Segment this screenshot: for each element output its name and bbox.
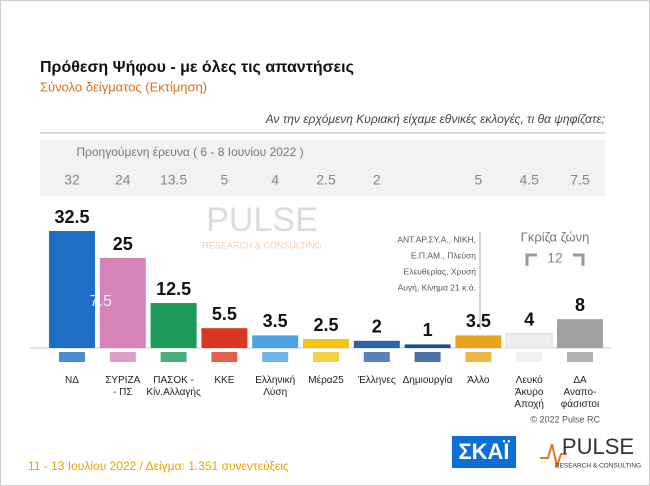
x-tick-label: Άλλο [467, 375, 490, 386]
x-tick-label: ΠΑΣΟΚ -Κίν.Αλλαγής [146, 375, 201, 398]
previous-label: Προηγούμενη έρευνα ( 6 - 8 Ιουνίου 2022 … [76, 145, 303, 159]
pulse-sub: RESEARCH & CONSULTING [555, 463, 641, 470]
previous-value: 2.5 [316, 172, 336, 188]
x-tick-label: Λευκό Άκυρο Αποχή [514, 374, 544, 410]
previous-value: 24 [115, 172, 131, 188]
previous-value: 4 [271, 172, 279, 188]
x-tick-line: ΚΚΕ [214, 375, 234, 386]
x-tick-line: Λύση [263, 386, 287, 398]
note-line-text: Αυγή, Κίνημα 21 κ.ά. [398, 282, 476, 292]
note-line-text: ΑΝΤ.ΑΡ.ΣΥ.Α., ΝΙΚΗ, [397, 234, 476, 244]
bar [404, 344, 451, 348]
party-logo [59, 352, 85, 362]
x-tick-line: ΠΑΣΟΚ - [153, 375, 194, 386]
gray-zone-bracket [525, 253, 585, 266]
previous-value: 4.5 [519, 172, 539, 188]
party-logo [363, 352, 390, 362]
x-tick-label: Έλληνες [357, 375, 396, 386]
value-label: 3.5 [263, 311, 288, 331]
x-tick-label: Μέρα25 [308, 374, 344, 386]
previous-value: 5 [475, 172, 483, 188]
x-tick-line: Δημιουργία [403, 374, 453, 386]
question: Αν την ερχόμενη Κυριακή είχαμε εθνικές ε… [265, 112, 605, 126]
previous-value: 2 [373, 172, 381, 188]
watermark-title: PULSE [206, 201, 318, 239]
x-tick-label: Δημιουργία [403, 374, 453, 386]
previous-value: 5 [221, 172, 229, 188]
party-logo [414, 352, 441, 362]
bar [49, 231, 95, 348]
x-tick-line: Αναπο- [564, 387, 597, 398]
bar [557, 319, 603, 348]
party-logo [262, 352, 289, 362]
bar [353, 340, 400, 348]
bar [252, 335, 299, 348]
footer: 11 - 13 Ιουλίου 2022 / Δείγμα: 1.351 συν… [28, 459, 289, 473]
previous-value: 32 [64, 172, 80, 188]
x-tick-line: Άλλο [467, 375, 490, 386]
value-label: 5.5 [212, 304, 237, 324]
party-logo [567, 352, 593, 362]
bar [99, 258, 146, 348]
chart-title: Πρόθεση Ψήφου - με όλες τις απαντήσεις [40, 59, 354, 76]
x-tick-line: Αποχή [514, 398, 544, 410]
copyright: © 2022 Pulse RC [530, 414, 600, 424]
value-label: 3.5 [466, 311, 491, 331]
other-note: ΑΝΤ.ΑΡ.ΣΥ.Α., ΝΙΚΗ, Ε.Π.ΑΜ., Πλεύση Ελευθε… [397, 234, 476, 292]
gray-zone-value: 12 [547, 250, 563, 266]
value-label: 2 [372, 317, 382, 337]
chart-subtitle: Σύνολο δείγματος (Εκτίμηση) [40, 79, 207, 94]
value-label: 8 [575, 295, 585, 315]
gray-zone-label: Γκρίζα ζώνη [521, 229, 590, 244]
party-logo [516, 352, 543, 362]
party-logo [160, 352, 187, 362]
previous-band [40, 140, 605, 196]
x-tick-line: - ΠΣ [113, 387, 133, 398]
x-tick-line: Λευκό [516, 374, 543, 386]
watermark: PULSE RESEARCH & CONSULTING [202, 201, 321, 250]
value-label: 25 [113, 234, 133, 254]
x-tick-line: Κίν.Αλλαγής [146, 386, 201, 398]
x-tick-line: Έλληνες [357, 375, 396, 386]
bar [150, 303, 197, 348]
bar [455, 335, 502, 348]
party-logo [313, 352, 339, 362]
skai-logo [452, 436, 516, 468]
x-tick-label: Ελληνική Λύση [255, 374, 295, 398]
x-tick-line: ΝΔ [65, 375, 79, 386]
pulse-icon [540, 443, 567, 470]
x-tick-label: ΔΑ Αναπο-φάσιστοι [561, 375, 599, 410]
value-label: 1 [423, 320, 433, 340]
pulse-text: PULSE [562, 434, 634, 459]
note-line-text: Ε.Π.ΑΜ., Πλεύση [411, 250, 476, 260]
value-label: 32.5 [54, 207, 89, 227]
x-tick-line: Ελληνική [255, 374, 295, 386]
party-logo [465, 352, 492, 362]
skai-text: ΣΚΑΪ [458, 439, 510, 464]
x-tick-line: φάσιστοι [561, 398, 599, 410]
syriza-overlay: 7.5 [90, 293, 112, 310]
x-tick-label: ΝΔ [65, 375, 79, 386]
x-tick-label: ΚΚΕ [214, 375, 234, 386]
value-label: 12.5 [156, 279, 191, 299]
bar [201, 328, 248, 348]
x-tick-line: ΣΥΡΙΖΑ [105, 375, 140, 386]
previous-value: 13.5 [160, 172, 187, 188]
previous-value: 7.5 [570, 172, 590, 188]
watermark-sub: RESEARCH & CONSULTING [202, 240, 321, 250]
value-label: 4 [524, 309, 534, 329]
party-logo [109, 352, 136, 362]
note-line-text: Ελευθερίας, Χρυσή [404, 266, 477, 276]
party-logo [211, 352, 238, 362]
x-tick-line: ΔΑ [573, 375, 587, 386]
x-tick-line: Άκυρο [515, 387, 544, 398]
bar [505, 333, 553, 349]
bar [303, 339, 349, 348]
x-tick-line: Μέρα25 [308, 374, 344, 386]
value-label: 2.5 [313, 315, 338, 335]
x-tick-label: ΣΥΡΙΖΑ - ΠΣ [105, 375, 140, 398]
